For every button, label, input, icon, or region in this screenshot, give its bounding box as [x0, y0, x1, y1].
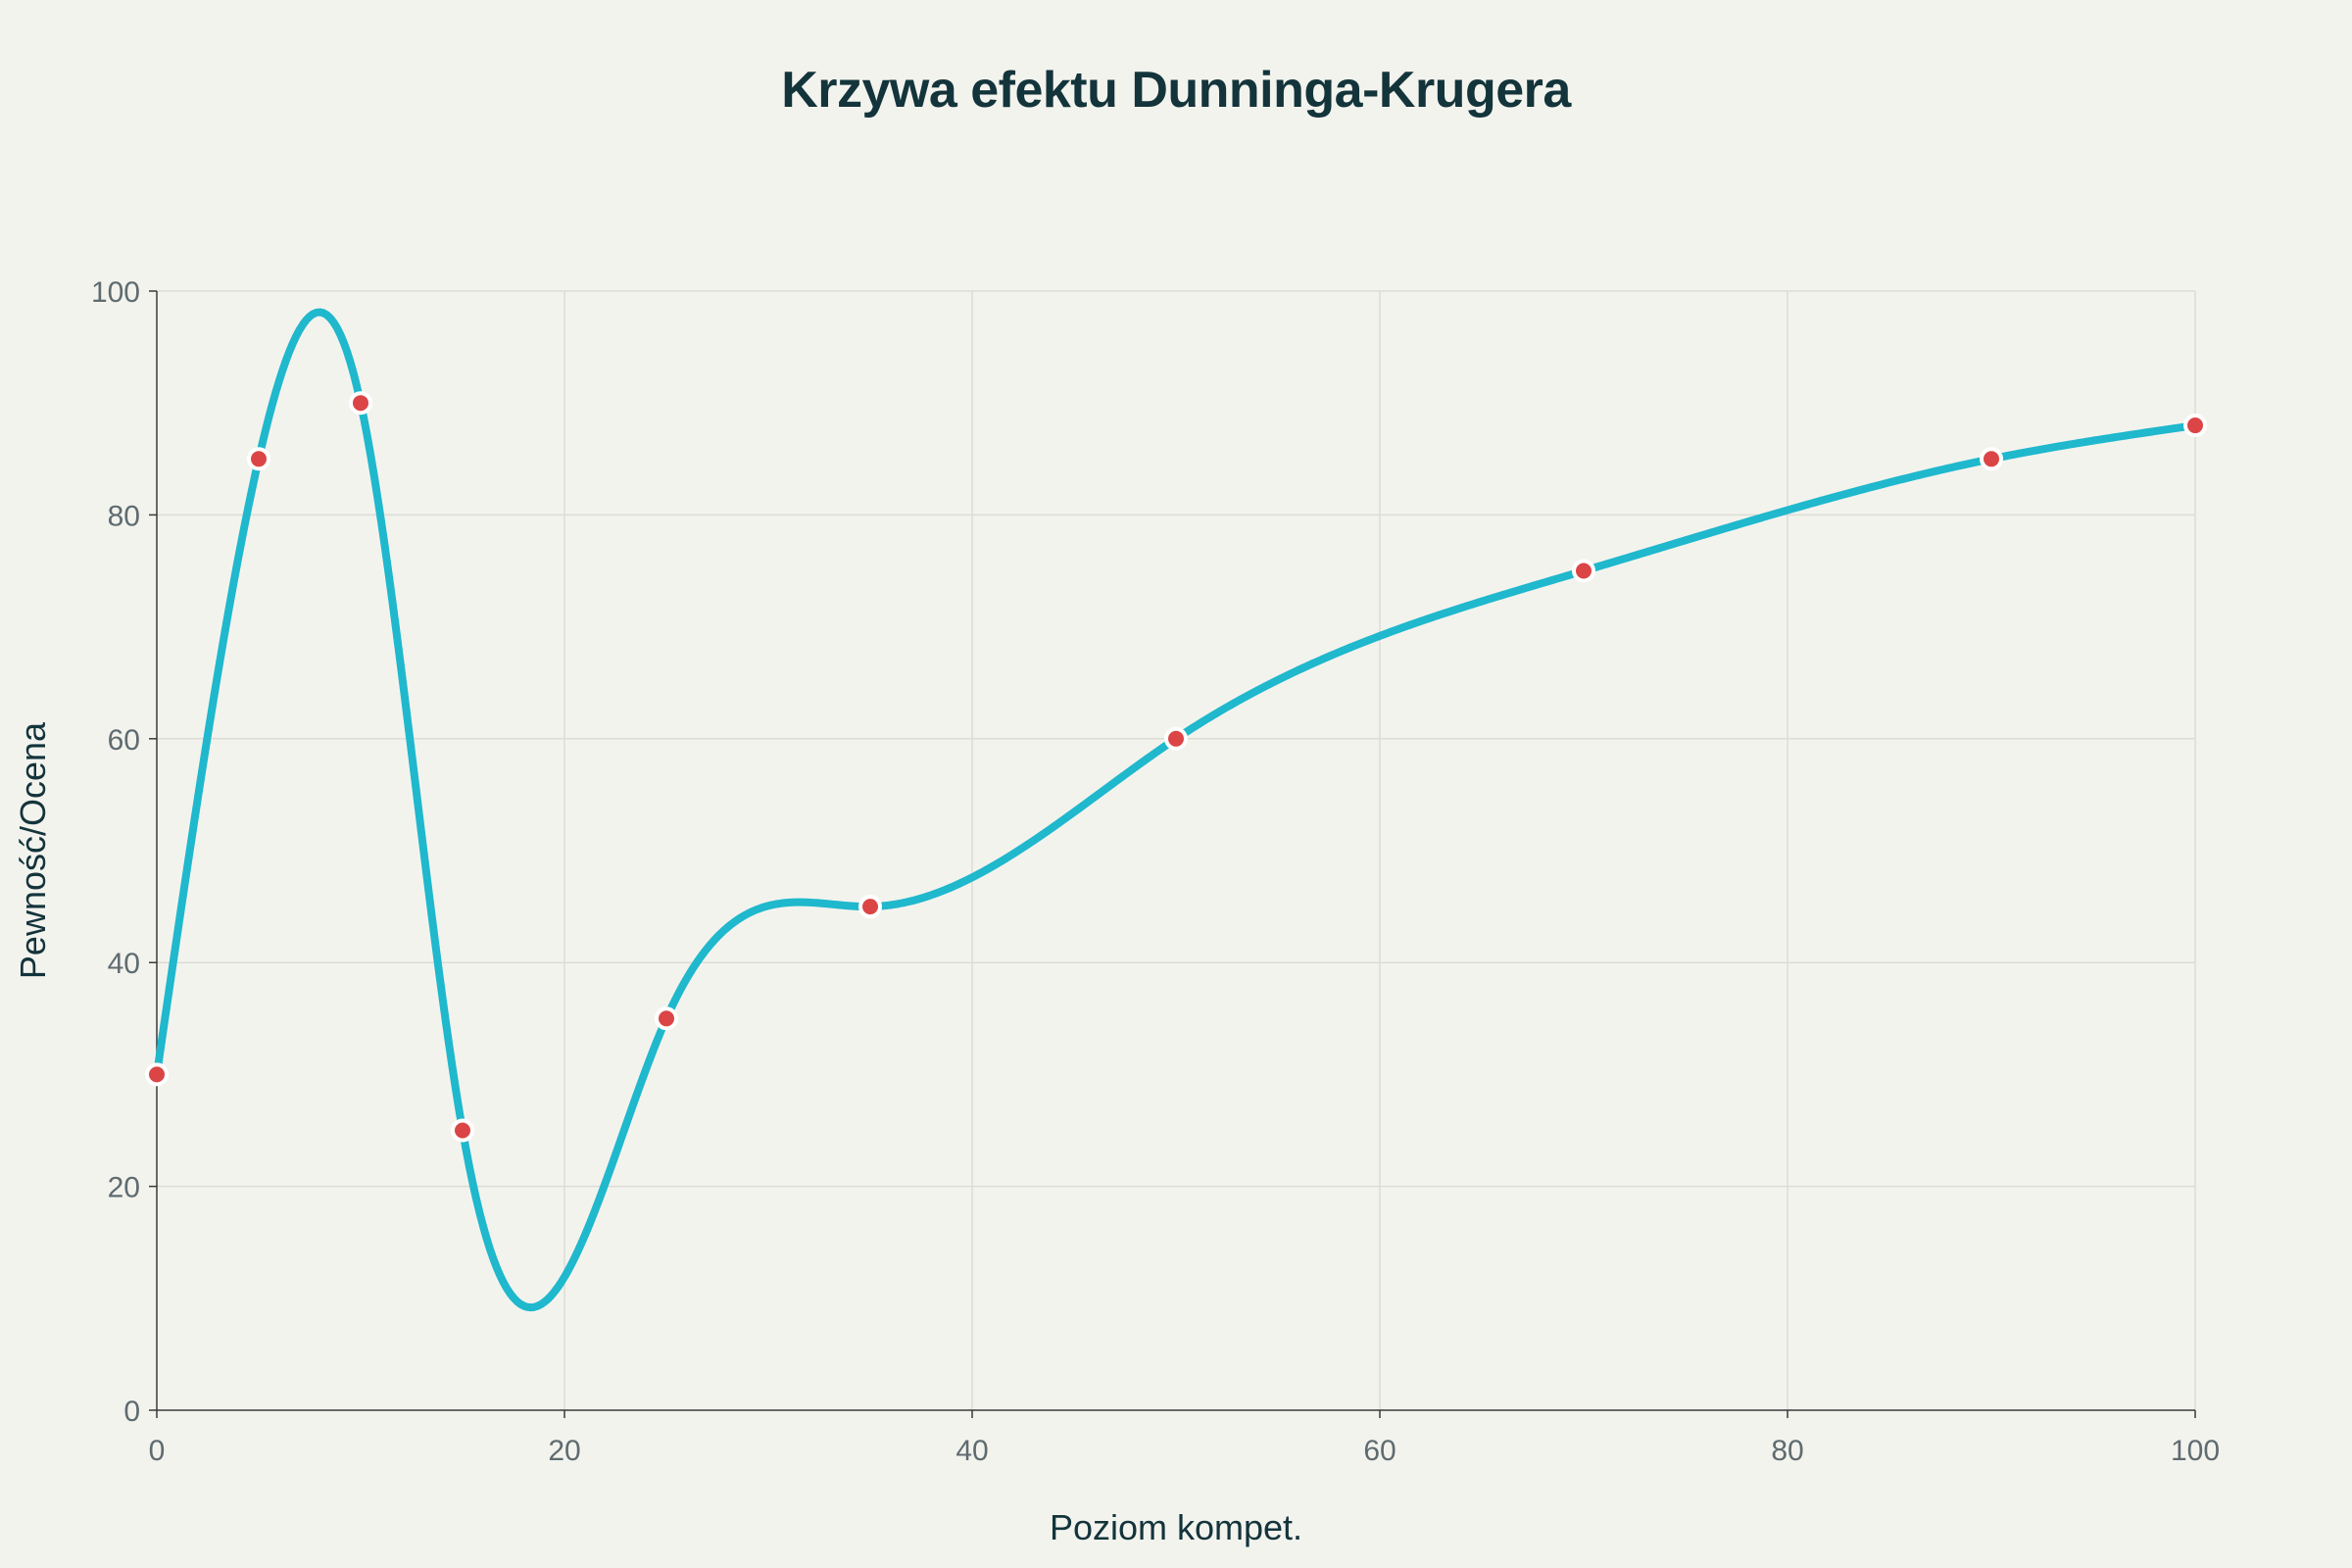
- chart-title: Krzywa efektu Dunninga-Krugera: [781, 62, 1571, 119]
- data-point[interactable]: [655, 1006, 678, 1031]
- gridlines: [157, 290, 2196, 1410]
- x-tick-label: 60: [1363, 1435, 1396, 1467]
- y-tick-label: 80: [108, 500, 140, 532]
- x-tick-label: 20: [548, 1435, 580, 1467]
- x-axis-title: Poziom kompet.: [1049, 1507, 1303, 1547]
- x-tick-label: 40: [956, 1435, 988, 1467]
- axes: [149, 290, 2196, 1418]
- data-point[interactable]: [858, 895, 882, 919]
- x-tick-label: 80: [1771, 1435, 1803, 1467]
- y-tick-label: 0: [123, 1396, 140, 1428]
- y-tick-label: 20: [108, 1172, 140, 1204]
- series-line: [153, 308, 2199, 1312]
- y-tick-label: 100: [91, 276, 140, 309]
- series-group: [145, 308, 2207, 1312]
- data-point[interactable]: [2183, 414, 2207, 438]
- y-tick-label: 40: [108, 948, 140, 980]
- data-point[interactable]: [1164, 726, 1188, 751]
- tick-labels: 0 20 40 60 80 100 0 20 40 60 80 100: [91, 276, 2220, 1467]
- data-point[interactable]: [1572, 559, 1595, 583]
- data-point[interactable]: [247, 447, 270, 471]
- x-tick-label: 100: [2171, 1435, 2220, 1467]
- data-point[interactable]: [451, 1118, 474, 1143]
- y-tick-label: 60: [108, 724, 140, 757]
- data-point[interactable]: [1980, 447, 2003, 471]
- x-tick-label: 0: [149, 1435, 166, 1467]
- data-point[interactable]: [349, 391, 372, 416]
- data-point[interactable]: [145, 1062, 169, 1087]
